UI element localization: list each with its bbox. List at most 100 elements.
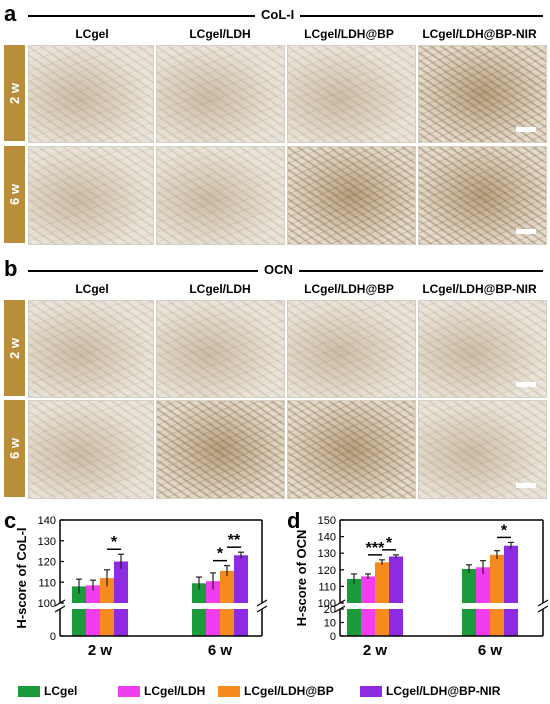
y-tick-label: 130 (318, 548, 336, 560)
y-tick-label: 140 (318, 532, 336, 544)
histology-image (28, 146, 154, 245)
y-tick-label: 10 (324, 618, 336, 630)
legend-item: LCgel (18, 684, 77, 698)
col-label-lcgel: LCgel (75, 282, 109, 296)
axis-break-mark (54, 605, 66, 613)
legend-swatch (18, 685, 40, 697)
panel-a-letter: a (4, 1, 17, 26)
col-label-lcgel: LCgel (75, 27, 109, 41)
histology-image (418, 400, 547, 499)
col-label-lcgel-ldh-bp-nir: LCgel/LDH@BP-NIR (422, 27, 537, 41)
legend-label: LCgel/LDH@BP-NIR (386, 684, 501, 698)
col-label-lcgel-ldh-bp: LCgel/LDH@BP (304, 282, 394, 296)
histology-image (418, 300, 547, 398)
panel-d-letter: d (287, 508, 301, 533)
scale-bar (516, 483, 536, 488)
legend-item: LCgel/LDH@BP-NIR (360, 684, 500, 698)
legend-label: LCgel/LDH@BP (244, 684, 334, 698)
y-tick-label: 150 (318, 515, 336, 527)
histology-image (418, 146, 547, 245)
row-label: 6 w (7, 184, 22, 205)
bar (389, 556, 403, 636)
axis-break-mark (256, 605, 268, 613)
histology-image (287, 300, 416, 398)
y-tick-label: 130 (38, 536, 56, 548)
bar (490, 554, 504, 636)
histology-image (287, 146, 416, 245)
significance-label: * (111, 534, 118, 551)
histology-image (156, 146, 285, 245)
histology-image (287, 45, 416, 143)
y-tick-label: 140 (38, 515, 56, 527)
row-tab-6w: 6 w (4, 400, 25, 497)
legend-label: LCgel/LDH (144, 684, 206, 698)
axis-break-gap (334, 603, 549, 609)
row-label: 6 w (7, 438, 22, 459)
bar (462, 568, 476, 636)
bar (114, 561, 128, 636)
panel-b-letter: b (4, 256, 18, 281)
y-tick-label: 120 (318, 565, 336, 577)
y-tick-label: 120 (38, 557, 56, 569)
bar (504, 545, 518, 636)
panel-c-letter: c (4, 508, 17, 533)
significance-label: * (386, 535, 393, 552)
row-label: 2 w (7, 82, 22, 104)
bar (72, 586, 86, 636)
bar (375, 562, 389, 636)
legend-item: LCgel/LDH (118, 684, 205, 698)
legend-item: LCgel/LDH@BP (218, 684, 334, 698)
bar (234, 555, 248, 636)
y-tick-label: 110 (318, 581, 336, 593)
bar (86, 585, 100, 636)
x-tick-label: 2 w (88, 642, 113, 659)
significance-label: *** (366, 540, 385, 557)
axis-break-mark (537, 605, 549, 613)
bar (476, 567, 490, 636)
col-label-lcgel-ldh: LCgel/LDH (189, 27, 251, 41)
y-tick-label: 0 (50, 631, 56, 643)
histology-image (28, 300, 154, 398)
y-tick-label: 100 (38, 598, 56, 610)
y-tick-label: 110 (38, 577, 56, 589)
histology-image (156, 45, 285, 143)
legend-swatch (218, 685, 240, 697)
legend-swatch (360, 685, 382, 697)
y-axis-label: H-score of CoL-I (14, 527, 29, 628)
row-tab-6w: 6 w (4, 146, 25, 243)
col-label-lcgel-ldh: LCgel/LDH (189, 282, 251, 296)
y-tick-label: 20 (324, 604, 336, 616)
scale-bar (516, 229, 536, 234)
y-tick-label: 100 (318, 598, 336, 610)
histology-image (418, 45, 547, 143)
bar (192, 583, 206, 636)
histology-image (287, 400, 416, 499)
y-tick-label: 0 (330, 631, 336, 643)
row-tab-2w: 2 w (4, 45, 25, 141)
x-tick-label: 2 w (363, 642, 388, 659)
axis-break-mark (256, 599, 268, 607)
col-label-lcgel-ldh-bp-nir: LCgel/LDH@BP-NIR (422, 282, 537, 296)
scale-bar (516, 127, 536, 132)
scale-bar (516, 382, 536, 387)
x-tick-label: 6 w (208, 642, 233, 659)
panel-b-title: OCN (258, 263, 299, 277)
histology-image (28, 45, 154, 143)
histology-image (156, 300, 285, 398)
significance-label: * (501, 522, 508, 539)
col-label-lcgel-ldh-bp: LCgel/LDH@BP (304, 27, 394, 41)
axis-break-gap (54, 603, 268, 609)
histology-image (28, 400, 154, 499)
row-label: 2 w (7, 337, 22, 359)
legend-label: LCgel (44, 684, 78, 698)
x-tick-label: 6 w (478, 642, 503, 659)
significance-label: ** (228, 532, 241, 549)
legend-swatch (118, 685, 140, 697)
row-tab-2w: 2 w (4, 300, 25, 396)
histology-image (156, 400, 285, 499)
y-axis-label: H-score of OCN (294, 530, 309, 627)
panel-a-title: CoL-I (255, 8, 301, 22)
significance-label: * (217, 546, 224, 563)
